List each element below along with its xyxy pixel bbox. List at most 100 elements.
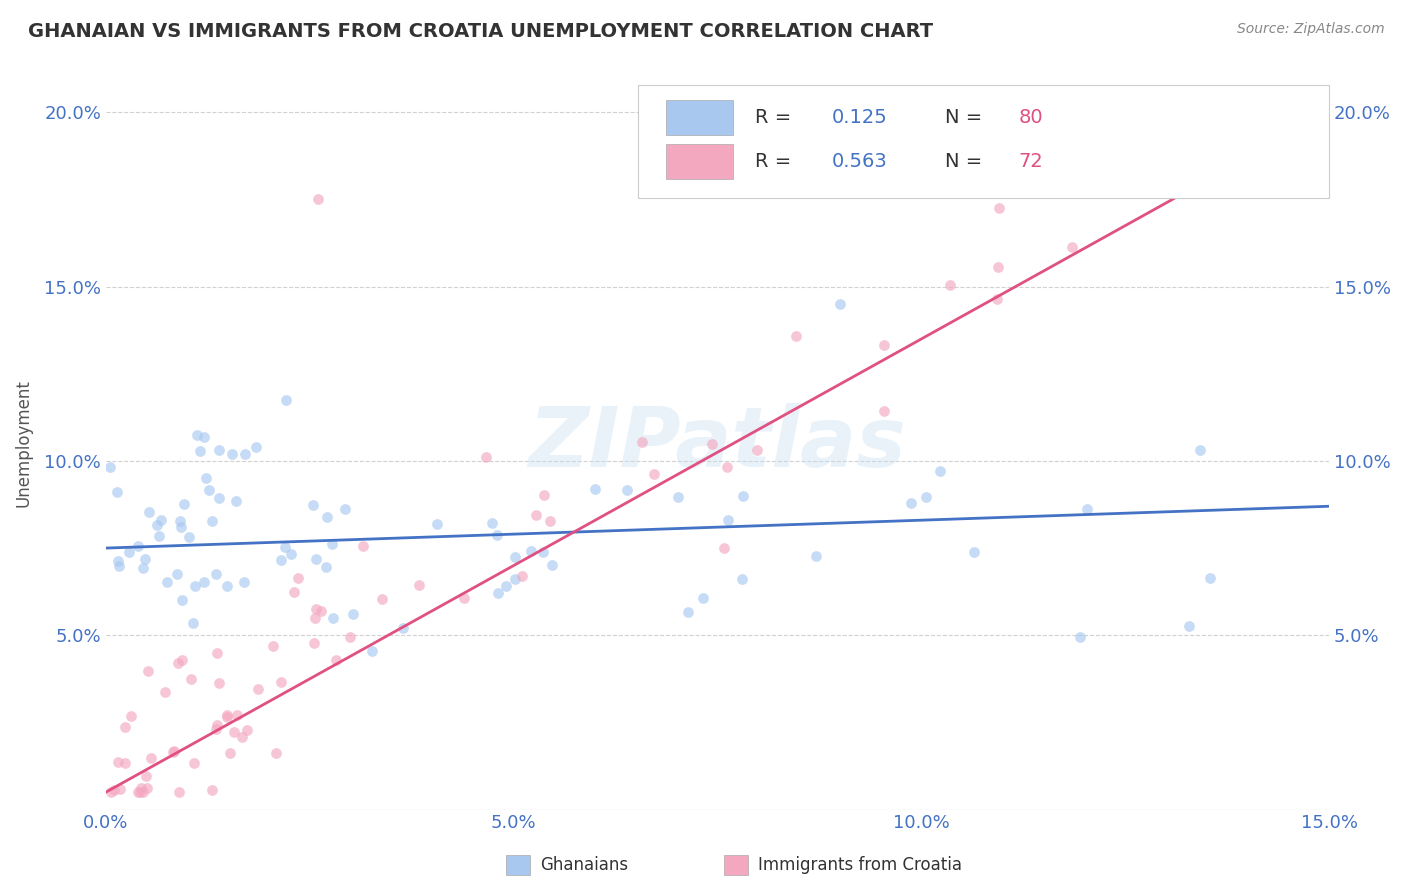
Point — [1178, 619, 1201, 633]
Point — [138, 505, 160, 519]
Point — [129, 781, 152, 796]
Point — [262, 639, 284, 653]
Point — [280, 547, 302, 561]
Point — [156, 574, 179, 589]
Point — [987, 260, 1010, 274]
Point — [100, 785, 122, 799]
Point — [731, 573, 754, 587]
Point — [170, 653, 193, 667]
Point — [325, 652, 347, 666]
Point — [304, 551, 326, 566]
Point — [169, 514, 191, 528]
Text: 72: 72 — [1018, 153, 1043, 171]
Point — [107, 755, 129, 769]
Text: Ghanaians: Ghanaians — [540, 856, 628, 874]
Point — [391, 622, 413, 636]
Point — [205, 646, 228, 660]
Point — [183, 756, 205, 771]
Point — [195, 471, 218, 485]
Point — [616, 483, 638, 498]
Text: R =: R = — [755, 153, 799, 171]
Point — [221, 446, 243, 460]
Point — [1069, 630, 1091, 644]
Point — [162, 746, 184, 760]
Point — [108, 559, 131, 574]
Point — [205, 566, 228, 581]
Point — [225, 708, 247, 723]
Point — [1062, 239, 1084, 253]
Text: 80: 80 — [1018, 108, 1043, 128]
Point — [360, 643, 382, 657]
Point — [233, 447, 256, 461]
Point — [120, 708, 142, 723]
Point — [107, 554, 129, 568]
Point — [872, 338, 894, 352]
Point — [321, 537, 343, 551]
Point — [287, 571, 309, 585]
Point — [713, 541, 735, 555]
Point — [205, 722, 228, 736]
Point — [217, 709, 239, 723]
Text: 0.125: 0.125 — [831, 108, 887, 128]
Point — [785, 328, 807, 343]
Point — [733, 489, 755, 503]
Point — [247, 681, 270, 696]
Point — [205, 718, 228, 732]
Point — [631, 434, 654, 449]
Point — [170, 592, 193, 607]
Point — [181, 615, 204, 630]
Point — [118, 545, 141, 559]
FancyBboxPatch shape — [666, 100, 734, 136]
Text: Source: ZipAtlas.com: Source: ZipAtlas.com — [1237, 22, 1385, 37]
Point — [304, 610, 326, 624]
Point — [270, 553, 292, 567]
Text: R =: R = — [755, 108, 799, 128]
Text: ZIPatlas: ZIPatlas — [529, 403, 907, 484]
Point — [266, 746, 288, 760]
Point — [307, 193, 329, 207]
Point — [193, 430, 215, 444]
Point — [148, 529, 170, 543]
Point — [804, 549, 827, 564]
Point — [188, 443, 211, 458]
Point — [169, 785, 191, 799]
Point — [105, 484, 128, 499]
Point — [526, 508, 548, 523]
Point — [717, 513, 740, 527]
Point — [231, 730, 253, 744]
Point — [928, 464, 950, 478]
Point — [245, 440, 267, 454]
Point — [146, 518, 169, 533]
Point — [342, 607, 364, 621]
Point — [666, 491, 689, 505]
Point — [583, 483, 606, 497]
Text: N =: N = — [945, 153, 988, 171]
FancyBboxPatch shape — [638, 85, 1329, 198]
Text: GHANAIAN VS IMMIGRANTS FROM CROATIA UNEMPLOYMENT CORRELATION CHART: GHANAIAN VS IMMIGRANTS FROM CROATIA UNEM… — [28, 22, 934, 41]
Point — [486, 585, 509, 599]
Point — [162, 744, 184, 758]
Point — [177, 530, 200, 544]
Point — [503, 549, 526, 564]
Point — [1199, 571, 1222, 585]
Point — [208, 442, 231, 457]
Point — [873, 404, 896, 418]
Point — [339, 630, 361, 644]
Point — [988, 201, 1011, 215]
Point — [283, 584, 305, 599]
Point — [426, 516, 449, 531]
Point — [170, 519, 193, 533]
Point — [225, 494, 247, 508]
Point — [1189, 443, 1212, 458]
Point — [232, 575, 254, 590]
Point — [208, 676, 231, 690]
Point — [322, 611, 344, 625]
FancyBboxPatch shape — [666, 145, 734, 179]
Point — [309, 604, 332, 618]
Point — [538, 514, 561, 528]
Point — [486, 528, 509, 542]
Point — [676, 605, 699, 619]
Point — [274, 540, 297, 554]
Point — [315, 560, 337, 574]
Y-axis label: Unemployment: Unemployment — [15, 380, 32, 508]
